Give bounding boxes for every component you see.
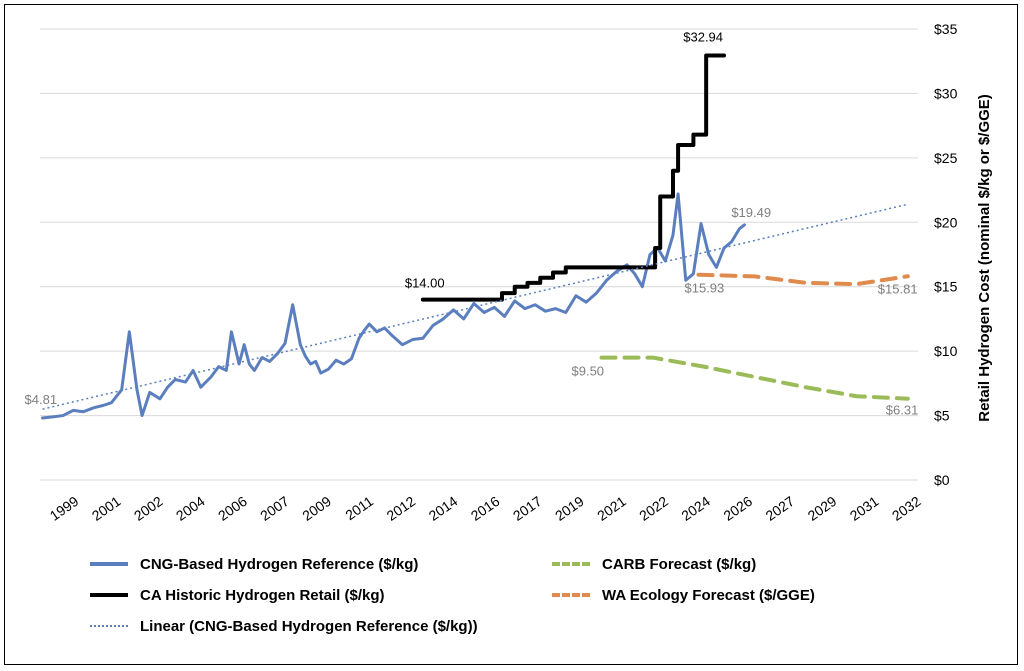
y-tick-label: $30 <box>934 85 958 101</box>
data-label: $4.81 <box>25 392 58 407</box>
y-tick-label: $0 <box>934 472 950 488</box>
series-line-2 <box>599 355 910 401</box>
chart-frame <box>4 4 1018 665</box>
y-tick-label: $10 <box>934 343 958 359</box>
x-tick-label: 2007 <box>257 493 292 524</box>
y-tick-label: $5 <box>934 408 950 424</box>
x-tick-label: 2024 <box>678 493 713 524</box>
x-tick-label: 2021 <box>594 493 629 524</box>
gridlines <box>40 28 918 481</box>
data-label: $9.50 <box>572 364 605 379</box>
data-label: $14.00 <box>405 276 445 291</box>
x-tick-label: 2031 <box>847 493 882 524</box>
series-line-1 <box>420 53 727 302</box>
series-line-3 <box>696 272 910 287</box>
x-tick-label: 2004 <box>173 493 208 524</box>
y-tick-label: $15 <box>934 279 958 295</box>
series-line-0 <box>41 192 746 420</box>
x-tick-label: 2027 <box>763 493 798 524</box>
x-tick-label: 2006 <box>215 493 250 524</box>
series-line-4 <box>42 203 908 410</box>
x-tick-label: 2017 <box>510 493 545 524</box>
x-tick-label: 2019 <box>552 493 587 524</box>
data-label: $19.49 <box>731 205 771 220</box>
x-tick-label: 2032 <box>889 493 924 524</box>
data-label: $6.31 <box>886 403 919 418</box>
x-tick-label: 2001 <box>89 493 124 524</box>
data-label: $15.81 <box>878 281 918 296</box>
x-tick-label: 2002 <box>131 493 166 524</box>
x-tick-label: 1999 <box>47 493 82 524</box>
x-tick-label: 2022 <box>636 493 671 524</box>
data-label: $15.93 <box>685 281 725 296</box>
x-tick-label: 2011 <box>342 493 376 523</box>
y-tick-label: $35 <box>934 21 958 37</box>
y-tick-label: $25 <box>934 150 958 166</box>
x-tick-label: 2014 <box>426 493 461 524</box>
x-tick-label: 2016 <box>468 493 503 524</box>
x-axis-ticks: 1999 2001 2002 2004 2006 2007 2009 2011 2012 2014… <box>47 493 924 524</box>
y-tick-label: $20 <box>934 214 958 230</box>
x-tick-label: 2009 <box>299 493 334 524</box>
data-annotations: $4.81 $14.00 $32.94 $19.49 $15.93 $15.81 $9.50… <box>25 30 919 418</box>
series-lines <box>41 53 910 420</box>
y-axis-ticks: $0 $5 $10 $15 $20 $25 $30 $35 <box>934 21 958 488</box>
x-tick-label: 2012 <box>384 493 419 524</box>
x-tick-label: 2029 <box>805 493 840 524</box>
data-label: $32.94 <box>683 30 723 45</box>
x-tick-label: 2026 <box>720 493 755 524</box>
y-axis-label: Retail Hydrogen Cost (nominal $/kg or $/… <box>976 94 993 422</box>
